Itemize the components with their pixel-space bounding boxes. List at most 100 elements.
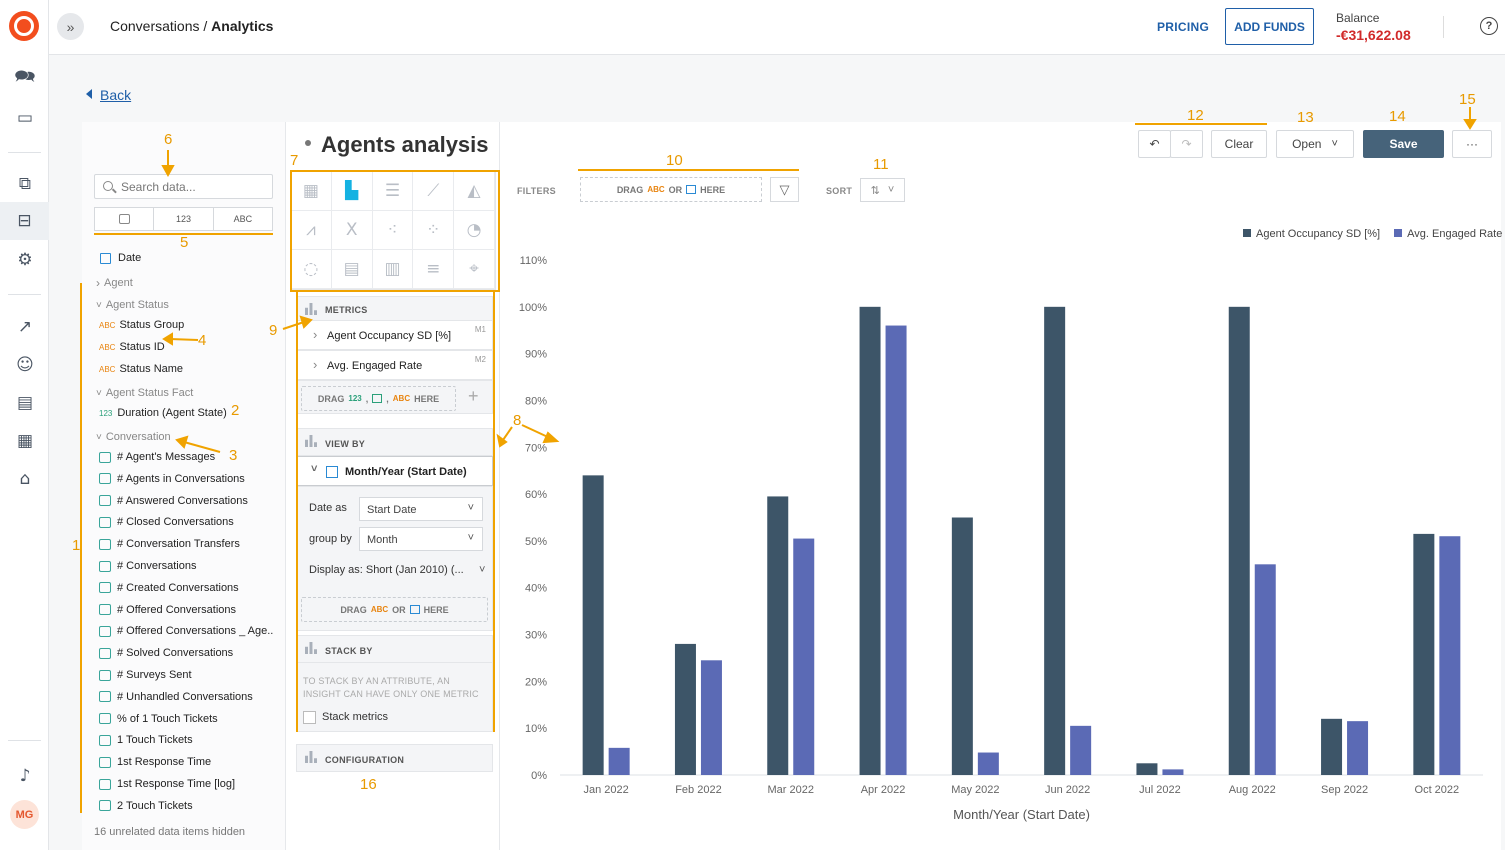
note-line: INSIGHT CAN HAVE ONLY ONE METRIC bbox=[303, 689, 479, 699]
clear-button[interactable]: Clear bbox=[1211, 130, 1267, 158]
donut-chart-type-icon[interactable]: ◌ bbox=[291, 250, 332, 289]
add-metric-icon[interactable]: + bbox=[468, 386, 479, 406]
help-icon[interactable]: ? bbox=[1480, 17, 1498, 35]
area-chart-type-icon[interactable]: ◭ bbox=[454, 172, 495, 211]
view-by-item[interactable]: Month/Year (Start Date) bbox=[296, 456, 493, 486]
data-item-date[interactable]: Date bbox=[99, 252, 274, 264]
configuration-section-header[interactable]: CONFIGURATION bbox=[296, 744, 493, 772]
add-funds-button[interactable]: ADD FUNDS bbox=[1225, 8, 1314, 45]
bullet-chart-type-icon[interactable]: ≡ bbox=[413, 250, 455, 289]
data-item-conversation-metric[interactable]: # Conversations bbox=[99, 560, 274, 572]
store-icon[interactable]: ⌂ bbox=[19, 469, 31, 489]
data-item-conversation-metric[interactable]: 2 Touch Tickets bbox=[99, 800, 274, 812]
conversations-icon[interactable]: 🗪 bbox=[14, 66, 36, 87]
analytics-icon[interactable]: ⊟ bbox=[0, 202, 49, 240]
stack-metrics-checkbox[interactable] bbox=[303, 711, 316, 724]
book-icon[interactable]: ▤ bbox=[16, 393, 34, 413]
pricing-link[interactable]: PRICING bbox=[1157, 20, 1210, 34]
legend-item-series-1[interactable]: Agent Occupancy SD [%] bbox=[1243, 228, 1380, 240]
filter-tab-date[interactable] bbox=[95, 208, 155, 230]
data-item-conversation-metric[interactable]: # Agent's Messages bbox=[99, 451, 274, 463]
treemap-type-icon[interactable]: ▤ bbox=[331, 250, 373, 289]
sort-button[interactable]: ⇅ ˅ bbox=[860, 178, 905, 202]
data-item-conversation-metric[interactable]: # Unhandled Conversations bbox=[99, 691, 274, 703]
data-item-label: % of 1 Touch Tickets bbox=[117, 712, 218, 725]
geo-chart-type-icon[interactable]: ⌖ bbox=[454, 250, 495, 289]
terminal-icon[interactable]: ▭ bbox=[16, 108, 34, 128]
filter-tab-numeric[interactable]: 123 bbox=[154, 208, 214, 230]
data-item-conversation-metric[interactable]: 1st Response Time [log] bbox=[99, 778, 274, 790]
metric-icon bbox=[99, 800, 111, 812]
redo-icon[interactable]: ↷ bbox=[1170, 130, 1203, 158]
combo-chart-type-icon[interactable]: ⩘ bbox=[291, 211, 332, 250]
filter-tab-text[interactable]: ABC bbox=[233, 214, 253, 224]
board-icon[interactable]: ▦ bbox=[16, 431, 34, 451]
data-item-conversation-metric[interactable]: # Surveys Sent bbox=[99, 669, 274, 681]
data-item-status-name[interactable]: ABC Status Name bbox=[99, 363, 274, 375]
annotation-5: 5 bbox=[180, 234, 189, 251]
date-as-select[interactable]: Start Date bbox=[359, 497, 483, 521]
bot-icon[interactable]: ⚙ bbox=[17, 250, 33, 270]
avatar[interactable]: MG bbox=[10, 800, 39, 829]
chevron-down-icon: ˅ bbox=[1331, 138, 1338, 150]
heatmap-type-icon[interactable]: ▥ bbox=[372, 250, 414, 289]
metric-icon bbox=[99, 756, 111, 768]
display-as-select[interactable]: Display as: Short (Jan 2010) (... bbox=[309, 564, 485, 576]
data-item-status-id[interactable]: ABC Status ID bbox=[99, 341, 274, 353]
data-item-conversation-metric[interactable]: # Offered Conversations _ Age... bbox=[99, 625, 274, 637]
filter-funnel-icon[interactable]: ▽ bbox=[770, 177, 799, 202]
date-type-icon bbox=[372, 394, 383, 403]
legend-item-series-2[interactable]: Avg. Engaged Rate bbox=[1394, 228, 1502, 240]
metric-icon bbox=[99, 604, 111, 616]
expand-chevrons-icon[interactable]: » bbox=[57, 13, 84, 40]
app-logo-icon[interactable] bbox=[9, 11, 39, 41]
group-agent[interactable]: Agent bbox=[96, 276, 133, 290]
metrics-drop-zone[interactable]: DRAG 123,, ABC HERE bbox=[301, 386, 456, 411]
group-by-select[interactable]: Month bbox=[359, 527, 483, 551]
filters-drop-zone[interactable]: DRAG ABC OR HERE bbox=[580, 177, 762, 202]
left-rail: 🗪 ▭ ⧉ ⊟ ⚙ ↗ ☺ ▤ ▦ ⌂ ♪ MG bbox=[0, 0, 49, 850]
data-item-conversation-metric[interactable]: # Answered Conversations bbox=[99, 495, 274, 507]
undo-icon[interactable]: ↶ bbox=[1138, 130, 1171, 158]
column-chart-type-icon[interactable]: ▙ bbox=[331, 172, 373, 211]
view-by-drop-zone[interactable]: DRAG ABC OR HERE bbox=[301, 597, 488, 622]
people-icon[interactable]: ☺ bbox=[16, 355, 34, 375]
open-dropdown-button[interactable]: Open ˅ bbox=[1276, 130, 1354, 158]
reports-chart-icon[interactable]: ↗ bbox=[17, 317, 33, 337]
data-item-conversation-metric[interactable]: # Solved Conversations bbox=[99, 647, 274, 659]
insight-title[interactable]: Agents analysis bbox=[305, 132, 489, 157]
breadcrumb-parent[interactable]: Conversations bbox=[110, 18, 200, 34]
pie-chart-type-icon[interactable]: ◔ bbox=[454, 211, 495, 250]
data-item-label: # Agent's Messages bbox=[117, 451, 216, 463]
documents-icon[interactable]: ⧉ bbox=[18, 174, 32, 194]
scatter-plot-type-icon[interactable]: ⁖ bbox=[372, 211, 414, 250]
line-chart-type-icon[interactable]: ⟋ bbox=[413, 172, 455, 211]
data-item-status-group[interactable]: ABC Status Group bbox=[99, 319, 274, 331]
bell-icon[interactable]: ♪ bbox=[19, 766, 31, 786]
data-item-conversation-metric[interactable]: % of 1 Touch Tickets bbox=[99, 713, 274, 725]
data-item-conversation-metric[interactable]: # Offered Conversations bbox=[99, 604, 274, 616]
data-item-conversation-metric[interactable]: 1 Touch Tickets bbox=[99, 734, 274, 746]
data-item-conversation-metric[interactable]: # Created Conversations bbox=[99, 582, 274, 594]
bubble-chart-type-icon[interactable]: ⁘ bbox=[413, 211, 455, 250]
back-link[interactable]: Back bbox=[86, 87, 131, 103]
metric-item-2[interactable]: Avg. Engaged Rate M2 bbox=[296, 350, 493, 380]
data-item-conversation-metric[interactable]: 1st Response Time bbox=[99, 756, 274, 768]
data-item-label: # Unhandled Conversations bbox=[117, 690, 253, 703]
data-item-conversation-metric[interactable]: # Closed Conversations bbox=[99, 516, 274, 528]
search-data-input[interactable]: Search data... bbox=[94, 174, 273, 199]
group-conversation[interactable]: Conversation bbox=[96, 431, 171, 443]
data-item-duration[interactable]: 123 Duration (Agent State) bbox=[99, 407, 274, 419]
more-options-button[interactable]: ··· bbox=[1452, 130, 1492, 158]
group-agent-status[interactable]: Agent Status bbox=[96, 299, 169, 311]
headline-type-icon[interactable]: X bbox=[331, 211, 373, 250]
text-attribute-icon: ABC bbox=[99, 342, 116, 352]
data-item-conversation-metric[interactable]: # Conversation Transfers bbox=[99, 538, 274, 550]
table-type-icon[interactable]: ▦ bbox=[291, 172, 332, 211]
group-agent-status-fact[interactable]: Agent Status Fact bbox=[96, 387, 193, 399]
metric-item-1[interactable]: Agent Occupancy SD [%] M1 bbox=[296, 320, 493, 350]
data-catalog-panel: Search data... 123 ABC Date Agent Agent … bbox=[82, 122, 286, 850]
save-button[interactable]: Save bbox=[1363, 130, 1444, 158]
bar-chart-type-icon[interactable]: ☰ bbox=[372, 172, 414, 211]
data-item-conversation-metric[interactable]: # Agents in Conversations bbox=[99, 473, 274, 485]
